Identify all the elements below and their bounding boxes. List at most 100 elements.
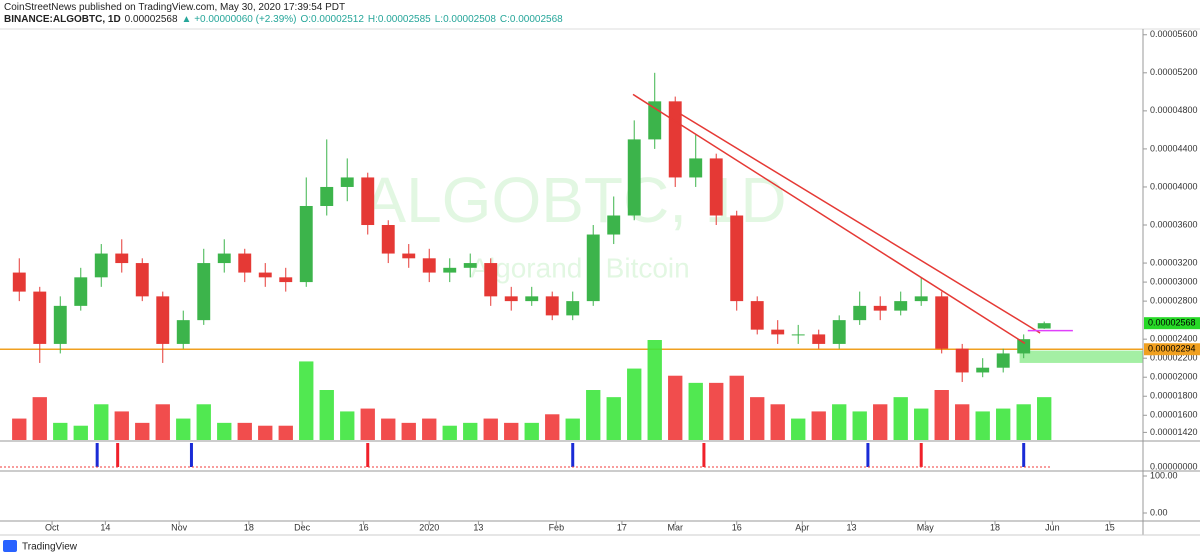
candle-body (566, 301, 580, 316)
candle-body (422, 258, 436, 273)
y-tick-label: 0.00004400 (1150, 143, 1198, 153)
y-tick-label: 0.00005600 (1150, 29, 1198, 39)
candle-body (53, 305, 67, 344)
x-tick-label: 13 (473, 522, 483, 532)
candle-body (1037, 323, 1051, 329)
y-tick-label: 0.00002400 (1150, 334, 1198, 344)
volume-bar (135, 422, 150, 440)
candle-body (771, 329, 785, 335)
volume-bar (729, 375, 744, 440)
candle-body (74, 277, 88, 306)
candle-body (443, 267, 457, 273)
candle-body (340, 177, 354, 187)
candle-body (463, 263, 477, 268)
volume-bar (586, 390, 601, 440)
volume-bar (750, 397, 765, 440)
sell-signal (366, 443, 370, 467)
candle-body (935, 296, 949, 349)
volume-bar (483, 418, 498, 440)
candle-body (791, 334, 805, 336)
volume-bar (278, 425, 293, 440)
x-tick-label: Apr (795, 522, 809, 532)
volume-bar (422, 418, 437, 440)
candle-body (381, 225, 395, 254)
volume-bar (299, 361, 314, 440)
price-tag-label: 0.00002294 (1148, 344, 1196, 354)
candle-body (258, 272, 272, 278)
volume-bar (668, 375, 683, 440)
candle-body (689, 158, 703, 178)
x-tick-label: 14 (100, 522, 110, 532)
y-tick-label: 0.00004000 (1150, 181, 1198, 191)
watermark-title: ALGOBTC, 1D (363, 164, 786, 236)
candle-body (894, 301, 908, 311)
x-tick-label: Nov (171, 522, 188, 532)
y-tick-label: 0.00003600 (1150, 219, 1198, 229)
volume-bar (504, 422, 519, 440)
candle-body (914, 296, 928, 302)
buy-signal (866, 443, 870, 467)
open: O:0.00002512 (300, 14, 364, 25)
candle-body (832, 320, 846, 344)
volume-bar (319, 390, 334, 440)
volume-bar (73, 425, 88, 440)
volume-bar (914, 408, 929, 440)
candle-body (484, 263, 498, 297)
candle-body (709, 158, 723, 216)
buy-signal (1022, 443, 1026, 467)
candle-body (320, 186, 334, 206)
candle-body (525, 296, 539, 302)
volume-bar (545, 414, 560, 440)
candle-body (812, 334, 826, 344)
candle-body (238, 253, 252, 273)
y-tick-label: 0.00 (1150, 507, 1168, 517)
last: 0.00002568 (124, 14, 178, 25)
candle-body (135, 263, 149, 297)
y-tick-label: 0.00002200 (1150, 353, 1198, 363)
x-tick-label: 18 (244, 522, 254, 532)
volume-bar (791, 418, 806, 440)
volume-bar (442, 425, 457, 440)
candle-body (12, 272, 26, 292)
volume-bar (360, 408, 375, 440)
candle-body (668, 101, 682, 178)
low: L:0.00002508 (434, 14, 496, 25)
close: C:0.00002568 (499, 14, 563, 25)
candle-body (504, 296, 518, 302)
y-tick-label: 0.00002000 (1150, 372, 1198, 382)
x-tick-label: Dec (294, 522, 311, 532)
volume-bar (32, 397, 47, 440)
candle-body (976, 367, 990, 373)
volume-bar (627, 368, 642, 440)
x-tick-label: May (917, 522, 935, 532)
support-zone (1019, 350, 1143, 363)
x-tick-label: Oct (45, 522, 60, 532)
candle-body (730, 215, 744, 302)
candle-body (94, 253, 108, 278)
sell-signal (919, 443, 923, 467)
x-tick-label: 13 (847, 522, 857, 532)
candle-body (586, 234, 600, 302)
candle-body (217, 253, 231, 264)
x-tick-label: Mar (667, 522, 683, 532)
candle-body (545, 296, 559, 316)
candle-body (873, 305, 887, 311)
candle-body (33, 291, 47, 344)
volume-bar (114, 411, 129, 440)
volume-bar (176, 418, 191, 440)
x-tick-label: Jun (1045, 522, 1060, 532)
price-tag (1144, 343, 1200, 356)
candle-body (1017, 339, 1031, 354)
volume-bar (524, 422, 539, 440)
candle-body (299, 205, 313, 283)
volume-bar (12, 418, 27, 440)
buy-signal (189, 443, 193, 467)
published: CoinStreetNews published on TradingView.… (4, 2, 346, 13)
volume-bar (94, 404, 109, 440)
brand: TradingView (22, 542, 78, 553)
y-tick-label: 0.00004800 (1150, 105, 1198, 115)
volume-bar (873, 404, 888, 440)
volume-bar (996, 408, 1011, 440)
change: ▲ +0.00000060 (+2.39%) (181, 14, 297, 25)
buy-signal (95, 443, 99, 467)
